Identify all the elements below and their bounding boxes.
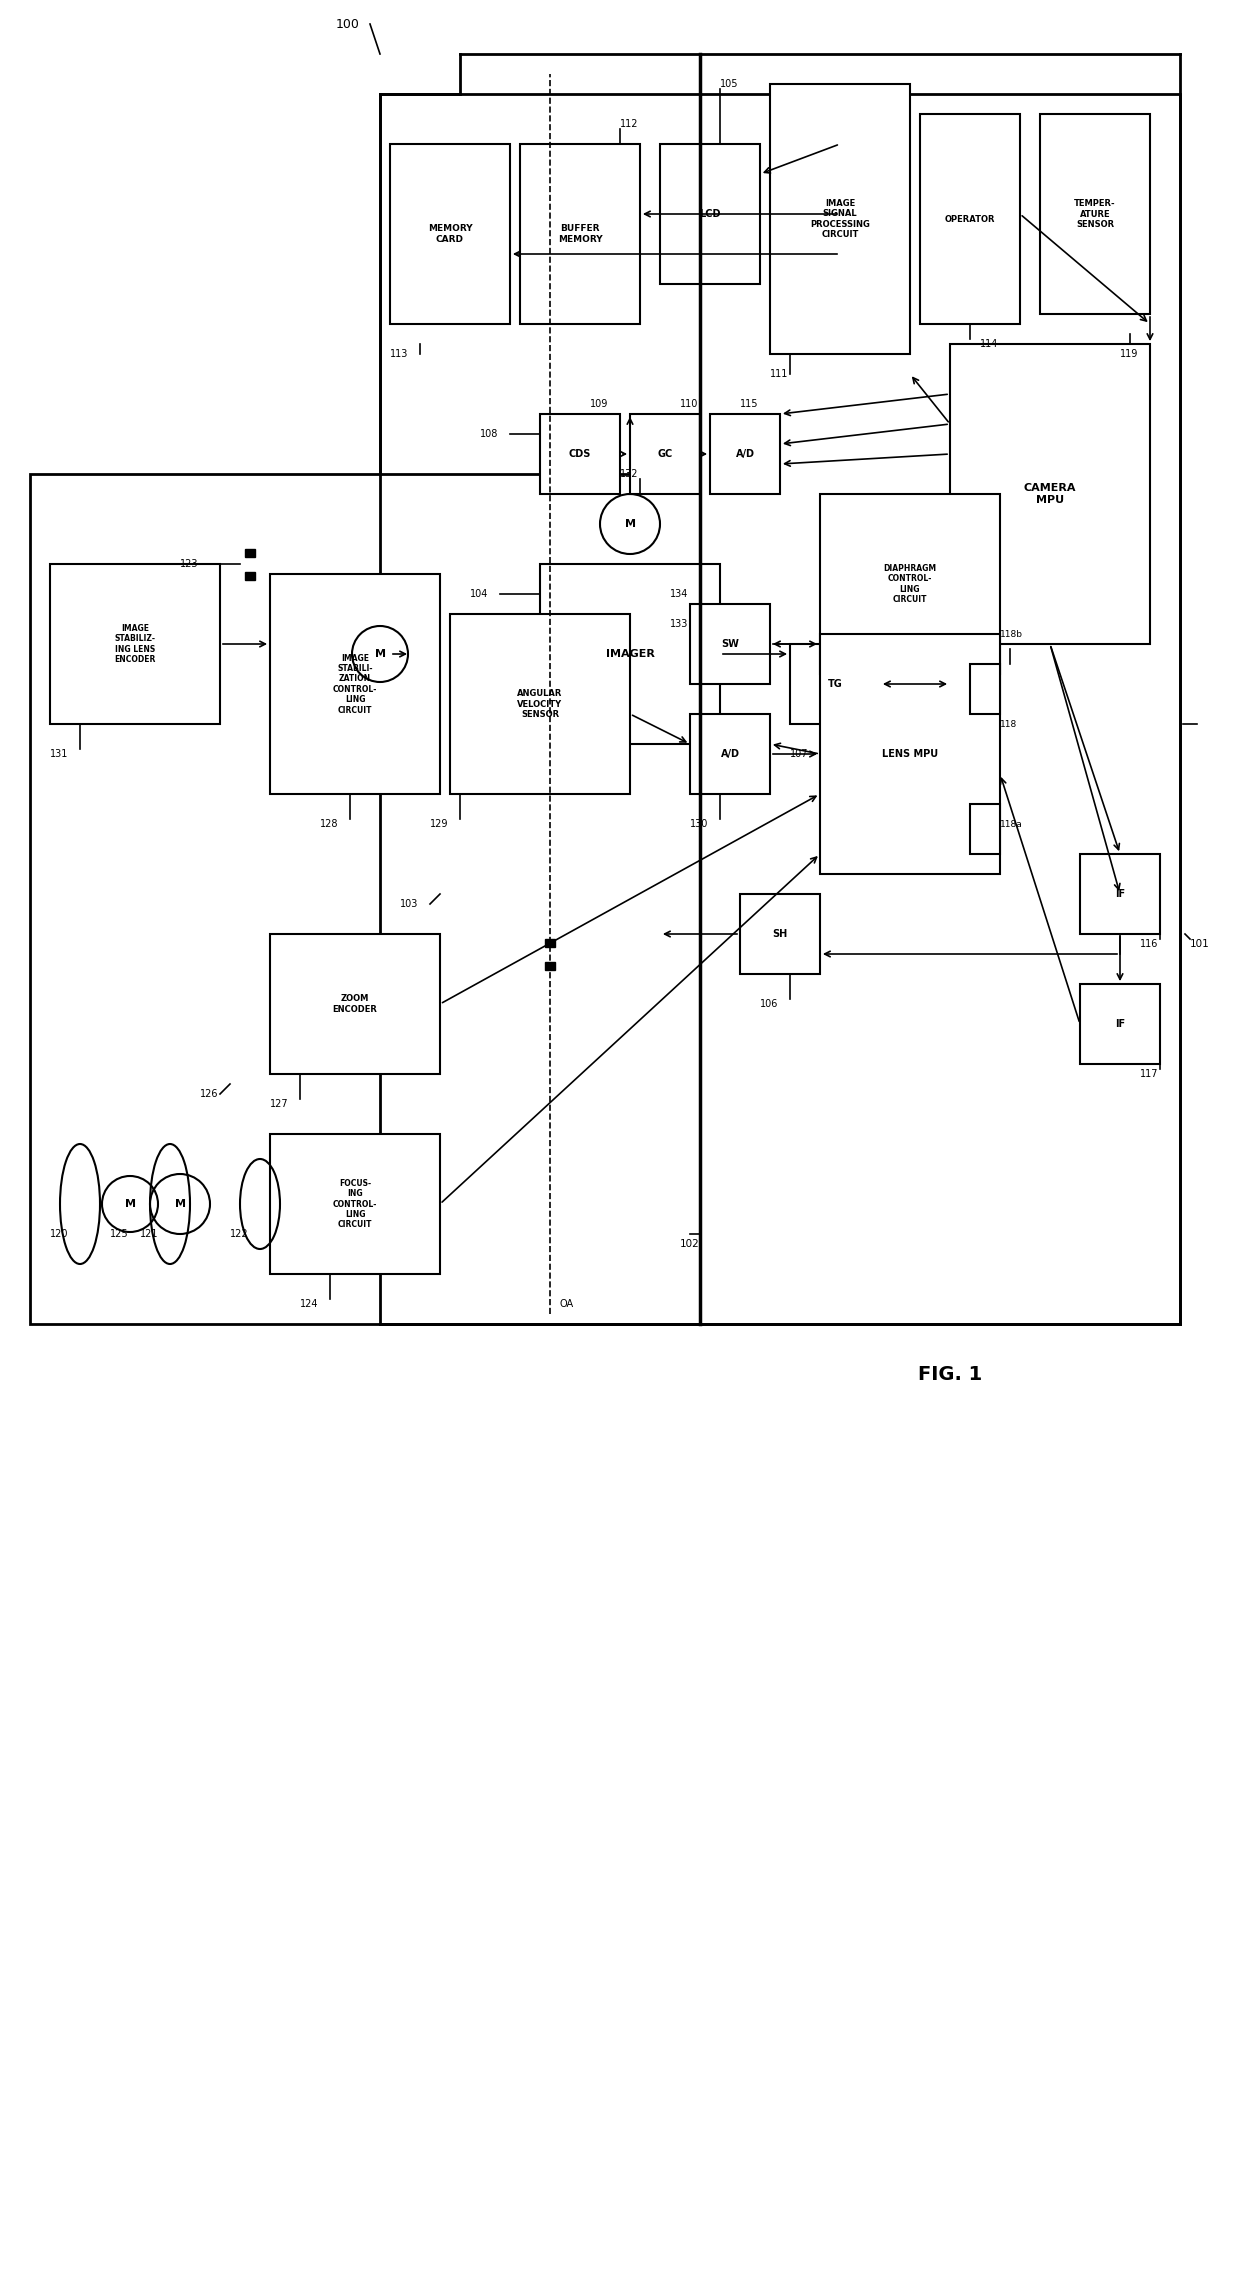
Text: 127: 127 <box>270 1098 289 1110</box>
Text: SW: SW <box>722 639 739 648</box>
Text: A/D: A/D <box>735 448 754 459</box>
FancyBboxPatch shape <box>950 343 1149 644</box>
Text: GC: GC <box>657 448 672 459</box>
Text: 103: 103 <box>401 898 418 910</box>
Text: 126: 126 <box>200 1089 218 1098</box>
Text: 106: 106 <box>760 998 779 1010</box>
FancyBboxPatch shape <box>689 714 770 794</box>
FancyBboxPatch shape <box>970 664 999 714</box>
Text: LCD: LCD <box>699 209 720 218</box>
Text: OPERATOR: OPERATOR <box>945 214 996 223</box>
Text: 101: 101 <box>1190 939 1210 948</box>
Text: CAMERA
MPU: CAMERA MPU <box>1024 482 1076 505</box>
Text: 132: 132 <box>620 468 639 480</box>
Text: 121: 121 <box>140 1228 159 1239</box>
FancyBboxPatch shape <box>711 414 780 493</box>
Text: 102: 102 <box>680 1239 699 1248</box>
Text: DIAPHRAGM
CONTROL-
LING
CIRCUIT: DIAPHRAGM CONTROL- LING CIRCUIT <box>883 564 936 605</box>
Text: TEMPER-
ATURE
SENSOR: TEMPER- ATURE SENSOR <box>1074 200 1116 230</box>
FancyBboxPatch shape <box>50 564 219 723</box>
FancyBboxPatch shape <box>1080 985 1159 1064</box>
Text: IF: IF <box>1115 1019 1125 1030</box>
Text: ZOOM
ENCODER: ZOOM ENCODER <box>332 994 377 1014</box>
FancyBboxPatch shape <box>820 493 999 673</box>
Text: 133: 133 <box>670 619 688 630</box>
Bar <box>546 962 556 969</box>
Text: 110: 110 <box>680 398 698 409</box>
Bar <box>546 939 556 946</box>
FancyBboxPatch shape <box>790 644 880 723</box>
FancyBboxPatch shape <box>539 564 720 744</box>
FancyBboxPatch shape <box>1040 114 1149 314</box>
Text: IMAGE
STABILIZ-
ING LENS
ENCODER: IMAGE STABILIZ- ING LENS ENCODER <box>114 623 156 664</box>
Text: 119: 119 <box>1120 348 1138 359</box>
FancyBboxPatch shape <box>270 1135 440 1273</box>
Text: 117: 117 <box>1140 1069 1158 1078</box>
Text: 128: 128 <box>320 819 339 830</box>
FancyBboxPatch shape <box>920 114 1021 323</box>
Text: 105: 105 <box>720 80 739 89</box>
Text: FIG. 1: FIG. 1 <box>918 1364 982 1383</box>
Text: IMAGE
STABILI-
ZATION
CONTROL-
LING
CIRCUIT: IMAGE STABILI- ZATION CONTROL- LING CIRC… <box>332 653 377 714</box>
Text: TG: TG <box>827 680 842 689</box>
Bar <box>246 571 255 580</box>
Text: 134: 134 <box>670 589 688 598</box>
Text: M: M <box>625 518 635 530</box>
FancyBboxPatch shape <box>270 935 440 1073</box>
Text: 109: 109 <box>590 398 609 409</box>
Text: IMAGER: IMAGER <box>605 648 655 659</box>
Text: 104: 104 <box>470 589 489 598</box>
Text: MEMORY
CARD: MEMORY CARD <box>428 225 472 243</box>
Text: SH: SH <box>773 930 787 939</box>
Text: 113: 113 <box>391 348 408 359</box>
Text: 116: 116 <box>1140 939 1158 948</box>
Text: CDS: CDS <box>569 448 591 459</box>
FancyBboxPatch shape <box>539 414 620 493</box>
Text: 124: 124 <box>300 1298 319 1310</box>
Text: M: M <box>175 1198 186 1210</box>
Text: 129: 129 <box>430 819 449 830</box>
FancyBboxPatch shape <box>740 894 820 973</box>
Text: 118a: 118a <box>999 819 1023 828</box>
Text: BUFFER
MEMORY: BUFFER MEMORY <box>558 225 603 243</box>
FancyBboxPatch shape <box>660 143 760 284</box>
Text: M: M <box>124 1198 135 1210</box>
Text: 107: 107 <box>790 748 808 760</box>
FancyBboxPatch shape <box>30 473 701 1323</box>
Text: 118: 118 <box>999 719 1017 728</box>
Text: 131: 131 <box>50 748 68 760</box>
Text: 112: 112 <box>620 118 639 130</box>
Text: 125: 125 <box>110 1228 129 1239</box>
Text: 130: 130 <box>689 819 708 830</box>
FancyBboxPatch shape <box>450 614 630 794</box>
FancyBboxPatch shape <box>820 634 999 873</box>
Text: 122: 122 <box>229 1228 249 1239</box>
FancyBboxPatch shape <box>270 573 440 794</box>
Text: 123: 123 <box>180 559 198 568</box>
FancyBboxPatch shape <box>391 143 510 323</box>
Bar <box>246 548 255 557</box>
FancyBboxPatch shape <box>379 93 1180 1323</box>
FancyBboxPatch shape <box>630 414 701 493</box>
Text: 100: 100 <box>336 18 360 30</box>
Text: ANGULAR
VELOCITY
SENSOR: ANGULAR VELOCITY SENSOR <box>517 689 563 719</box>
Text: IMAGE
SIGNAL
PROCESSING
CIRCUIT: IMAGE SIGNAL PROCESSING CIRCUIT <box>810 198 870 239</box>
FancyBboxPatch shape <box>1080 855 1159 935</box>
Text: FOCUS-
ING
CONTROL-
LING
CIRCUIT: FOCUS- ING CONTROL- LING CIRCUIT <box>332 1178 377 1230</box>
FancyBboxPatch shape <box>689 605 770 684</box>
Text: 108: 108 <box>480 430 498 439</box>
Text: A/D: A/D <box>720 748 739 760</box>
Text: IF: IF <box>1115 889 1125 898</box>
Text: M: M <box>374 648 386 659</box>
Text: LENS MPU: LENS MPU <box>882 748 939 760</box>
Text: OA: OA <box>560 1298 574 1310</box>
FancyBboxPatch shape <box>770 84 910 355</box>
Text: 114: 114 <box>980 339 998 348</box>
Text: 120: 120 <box>50 1228 68 1239</box>
Text: 115: 115 <box>740 398 759 409</box>
FancyBboxPatch shape <box>970 805 999 855</box>
FancyBboxPatch shape <box>520 143 640 323</box>
Text: 111: 111 <box>770 368 789 380</box>
Text: 118b: 118b <box>999 630 1023 639</box>
